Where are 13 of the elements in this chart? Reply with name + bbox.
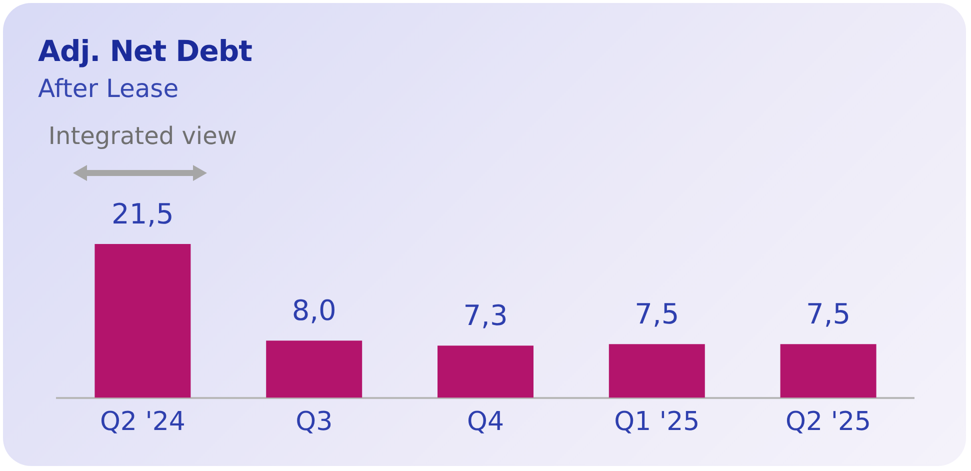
data-label: 21,5 — [112, 197, 174, 230]
data-label: 7,5 — [634, 297, 680, 330]
data-label: 8,0 — [292, 294, 336, 327]
data-label: 7,3 — [463, 298, 508, 332]
x-tick-label: Q1 '25 — [614, 407, 700, 438]
x-tick-label: Q2 '24 — [100, 407, 186, 438]
data-label: 7,5 — [806, 297, 851, 330]
x-tick-label: Q2 '25 — [786, 407, 872, 438]
x-tick-label: Q3 — [296, 407, 333, 438]
x-tick-label: Q4 — [466, 407, 504, 438]
chart-title: Adj. Net Debt — [38, 34, 252, 68]
chart-subtitle: After Lease — [38, 74, 179, 103]
text: Integrated view — [48, 122, 237, 150]
